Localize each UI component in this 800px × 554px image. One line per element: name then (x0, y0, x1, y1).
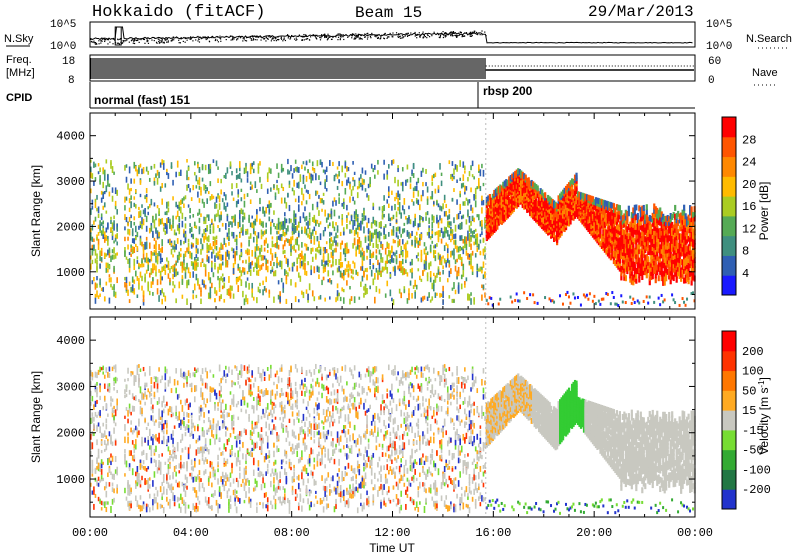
x-tick-label: 08:00 (274, 526, 310, 540)
nsky-panel: N.Sky 10^5 10^0 10^5 10^0 N.Search (4, 19, 792, 53)
y-tick-label: 4000 (56, 334, 85, 348)
y-tick-label: 3000 (56, 380, 85, 394)
nsky-right-tick-top: 10^5 (706, 19, 732, 31)
x-tick-label: 04:00 (173, 526, 209, 540)
y-tick-label: 4000 (56, 130, 85, 144)
nsky-tick-bottom: 10^0 (50, 41, 76, 53)
freq-panel: Freq. [MHz] 18 8 60 0 Nave (6, 54, 778, 87)
colorbar-tick: 16 (742, 200, 756, 214)
colorbar-tick: 20 (742, 178, 756, 192)
velocity-heatmap (90, 317, 696, 517)
x-axis: 00:00 04:00 08:00 12:00 16:00 20:00 00:00 (72, 113, 713, 540)
velocity-colorbar-label: Velocity [m s-1] (757, 377, 771, 455)
nsearch-label: N.Search (746, 33, 792, 45)
cpid-segment-normal: normal (fast) 151 (94, 93, 190, 107)
x-tick-label: 16:00 (475, 526, 511, 540)
x-tick-label: 00:00 (677, 526, 713, 540)
nsky-tick-top: 10^5 (50, 19, 76, 31)
freq-tick-bottom: 8 (68, 75, 75, 87)
power-axes: 1000 2000 3000 4000 (56, 112, 695, 295)
colorbar-tick: 24 (742, 156, 756, 170)
freq-series (90, 58, 694, 79)
power-panel: 1000 2000 3000 4000 Slant Range [km] 4 8 12 16… (29, 112, 771, 310)
colorbar-tick: -200 (742, 483, 771, 497)
power-colorbar-label: Power [dB] (757, 182, 771, 241)
velocity-colorbar-label-close: ] (757, 377, 771, 380)
colorbar-tick: 12 (742, 222, 756, 236)
colorbar-tick: 100 (742, 365, 764, 379)
power-heatmap (90, 113, 696, 309)
station-title: Hokkaido (fitACF) (92, 3, 265, 22)
colorbar-tick: 200 (742, 345, 764, 359)
x-tick-label: 00:00 (72, 526, 108, 540)
nave-label: Nave (752, 67, 778, 79)
velocity-ylabel: Slant Range [km] (29, 371, 43, 463)
velocity-axes: 1000 2000 3000 4000 (56, 316, 695, 503)
y-tick-label: 2000 (56, 220, 85, 234)
colorbar-tick: 4 (742, 267, 749, 281)
freq-unit-label: [MHz] (6, 67, 35, 79)
colorbar-tick: 8 (742, 245, 749, 259)
colorbar-tick: 50 (742, 384, 756, 398)
nsky-series (90, 26, 693, 46)
velocity-colorbar: 200 100 50 15 -15 -50 -100 -200 (721, 330, 771, 510)
freq-tick-top: 18 (62, 56, 75, 68)
x-tick-label: 12:00 (374, 526, 410, 540)
nave-tick-top: 60 (708, 56, 721, 68)
cpid-panel: CPID normal (fast) 151 rbsp 200 (6, 82, 695, 109)
colorbar-tick: -15 (742, 424, 764, 438)
velocity-panel: 1000 2000 3000 4000 Slant Range [km] 200 100… (29, 316, 771, 518)
nsky-right-tick-bottom: 10^0 (706, 41, 732, 53)
x-axis-label: Time UT (369, 541, 415, 554)
y-tick-label: 2000 (56, 427, 85, 441)
y-tick-label: 3000 (56, 175, 85, 189)
cpid-label: CPID (6, 92, 32, 104)
colorbar-tick: 28 (742, 133, 756, 147)
y-tick-label: 1000 (56, 473, 85, 487)
colorbar-tick: 15 (742, 404, 756, 418)
nsky-label: N.Sky (4, 33, 34, 45)
velocity-colorbar-label-main: Velocity [m s (757, 388, 771, 455)
y-tick-label: 1000 (56, 266, 85, 280)
colorbar-tick: -100 (742, 463, 771, 477)
velocity-colorbar-label-sup: -1 (757, 380, 766, 388)
colorbar-tick: -50 (742, 444, 764, 458)
beam-title: Beam 15 (355, 4, 422, 22)
power-colorbar: 4 8 12 16 20 24 28 (721, 116, 756, 296)
x-tick-label: 20:00 (576, 526, 612, 540)
date-title: 29/Mar/2013 (588, 3, 694, 21)
nave-tick-bottom: 0 (708, 75, 715, 87)
freq-label: Freq. (6, 54, 32, 66)
power-ylabel: Slant Range [km] (29, 165, 43, 257)
cpid-segment-rbsp: rbsp 200 (483, 84, 533, 98)
